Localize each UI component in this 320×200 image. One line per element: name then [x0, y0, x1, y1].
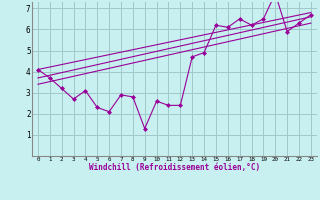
X-axis label: Windchill (Refroidissement éolien,°C): Windchill (Refroidissement éolien,°C) [89, 163, 260, 172]
